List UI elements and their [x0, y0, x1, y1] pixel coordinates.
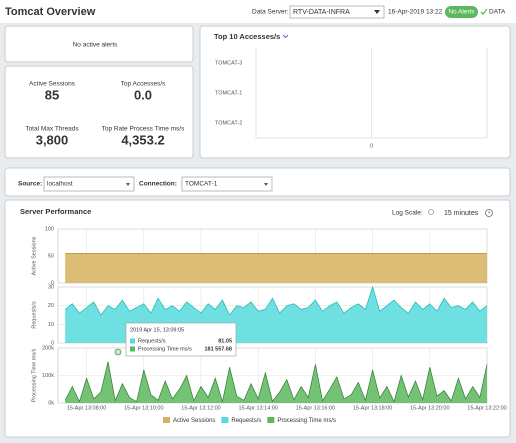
kpi-value: 4,353.2 [121, 132, 164, 147]
y-tick-label: 100k [42, 373, 54, 379]
alerts-panel [4, 25, 194, 63]
time-range: 15 minutes [444, 210, 479, 217]
x-tick-label: 15-Apr 13:22:00 [467, 405, 506, 411]
y-tick-label: TOMCAT-1 [215, 90, 242, 96]
clock-icon[interactable] [485, 209, 493, 217]
kpi-label: Total Max Threads [25, 126, 79, 133]
y-tick-label: TOMCAT-2 [215, 120, 242, 126]
tooltip-title: 2019 Apr 15, 13:09:05 [130, 327, 184, 333]
alerts-badge-text: No Alerts [448, 9, 475, 16]
connection-value: TOMCAT-1 [185, 181, 218, 188]
data-server-select[interactable] [289, 5, 385, 19]
kpi-value: 85 [45, 87, 59, 102]
y-tick-label: 50 [48, 253, 54, 259]
performance-title: Server Performance [20, 207, 91, 216]
y-tick-label: 200k [42, 345, 54, 351]
dropdown-arrow [126, 183, 130, 186]
tooltip-name: Requests/s [138, 338, 166, 344]
top10-panel [199, 25, 511, 159]
header-bar [0, 0, 516, 23]
alerts-message: No active alerts [73, 42, 119, 49]
hover-point [114, 348, 122, 356]
data-status: DATA [489, 9, 506, 16]
kpi-panel [4, 65, 194, 159]
y-axis-label: Requests/s [31, 301, 37, 329]
source-value: localhost [47, 181, 73, 188]
legend-label: Processing Time ms/s [277, 418, 336, 424]
kpi-label: Top Rate Process Time ms/s [102, 126, 185, 133]
legend-swatch [163, 417, 170, 423]
connection-label: Connection: [139, 181, 177, 188]
legend-swatch [267, 417, 275, 423]
x-tick-label: 15-Apr 13:12:00 [181, 405, 220, 411]
tooltip [125, 322, 237, 357]
data-server-label: Data Server: [252, 9, 289, 16]
legend-swatch [221, 417, 229, 423]
y-tick-label: 20 [48, 303, 54, 309]
page-title: Tomcat Overview [5, 6, 96, 18]
tooltip-swatch [130, 346, 135, 352]
chart-title: Top 10 Accesses/s [214, 32, 280, 41]
timestamp: 16-Apr-2019 13:22 [388, 9, 443, 16]
y-tick-label: 0 [51, 340, 54, 346]
y-tick-label: 0 [51, 280, 54, 286]
x-tick-label: 15-Apr 13:18:00 [353, 405, 392, 411]
dropdown-arrow [264, 183, 268, 186]
y-tick-label: 100 [45, 226, 54, 232]
y-tick-label: 0k [48, 400, 54, 406]
tooltip-value: 181 557.68 [204, 346, 232, 352]
kpi-value: 0.0 [134, 87, 152, 102]
chevron-icon[interactable] [282, 34, 289, 39]
tooltip-swatch [130, 338, 135, 344]
check-icon [480, 8, 488, 15]
line [64, 361, 488, 403]
y-tick-label: TOMCAT-3 [215, 60, 242, 66]
log-scale-toggle[interactable] [428, 209, 434, 215]
connection-select[interactable] [181, 176, 273, 192]
data-server-value: RTV-DATA-INFRA [293, 9, 350, 16]
legend-label: Requests/s [231, 418, 261, 424]
x-tick-label: 15-Apr 13:16:00 [296, 405, 335, 411]
dropdown-arrow [374, 10, 380, 14]
alerts-badge[interactable] [445, 6, 478, 18]
x-tick-label: 0 [370, 143, 373, 149]
y-tick-label: 10 [48, 322, 54, 328]
clock-hands [488, 211, 491, 214]
tooltip-value: 81.05 [218, 338, 232, 344]
line [64, 285, 488, 316]
area [65, 253, 488, 283]
y-axis-label: Active Sessions [31, 236, 37, 275]
x-tick-label: 15-Apr 13:10:00 [124, 405, 163, 411]
x-tick-label: 15-Apr 13:14:00 [238, 405, 277, 411]
tooltip-name: Processing Time ms/s [138, 346, 192, 352]
x-tick-label: 15-Apr 13:20:00 [410, 405, 449, 411]
log-scale-label: Log Scale: [392, 210, 423, 217]
kpi-label: Active Sessions [29, 81, 76, 88]
kpi-value: 3,800 [36, 132, 69, 147]
source-label: Source: [18, 181, 42, 188]
legend-label: Active Sessions [173, 418, 215, 424]
y-axis-label: Processing Time ms/s [31, 348, 37, 402]
source-select[interactable] [43, 176, 135, 192]
x-tick-label: 15-Apr 13:08:00 [67, 405, 106, 411]
y-tick-label: 30 [48, 284, 54, 290]
kpi-label: Top Accesses/s [121, 81, 167, 88]
